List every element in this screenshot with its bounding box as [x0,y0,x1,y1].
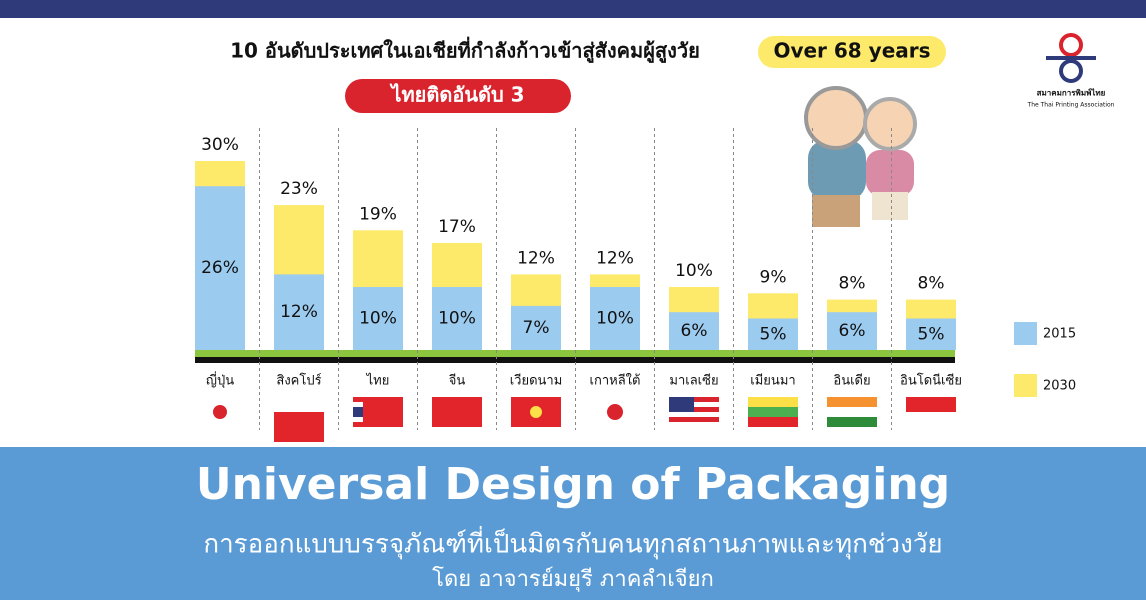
chart-title: 10 อันดับประเทศในเอเชียที่กำลังก้าวเข้าส… [230,36,700,65]
x-tick-label: อินโดนีเซีย [900,373,962,389]
value-label: 23% [280,179,318,199]
flag [669,417,719,422]
flag [530,406,542,418]
x-tick-label: เกาหลีใต้ [590,373,641,389]
value-label: 10% [438,309,476,329]
x-tick-label: มาเลเซีย [669,373,718,389]
flag [748,417,798,427]
badge: Over 68 years [773,39,930,63]
bar [669,312,719,350]
value-label: 8% [918,274,945,294]
badge-bg [758,36,946,68]
x-tick-label: ไทย [366,373,390,389]
logo [1046,33,1096,83]
flag [906,412,956,427]
value-label: 19% [359,204,397,224]
flag [827,397,877,407]
value-label: 10% [359,309,397,329]
x-tick-label: สิงคโปร์ [276,373,321,389]
x-tick-label: จีน [448,373,465,389]
flag [748,397,798,407]
ground [195,350,955,357]
top-strip [0,0,1146,18]
bar [906,318,956,350]
value-label: 12% [596,248,634,268]
value-label: 10% [596,309,634,329]
value-label: 5% [760,324,787,344]
value-label: 5% [918,324,945,344]
legend-swatch [1014,322,1037,345]
legend-swatch [1014,374,1037,397]
bar [748,318,798,350]
subtitle-bg [345,79,571,113]
value-label: 10% [675,261,713,281]
value-label: 30% [201,135,239,155]
value-label: 12% [280,302,318,322]
value-label: 6% [839,321,866,341]
flag [827,417,877,427]
legend-label: 2015 [1043,327,1076,342]
bar [511,305,561,350]
bar [590,287,640,350]
value-label: 6% [681,321,708,341]
flag [748,407,798,417]
baseline [195,357,955,363]
bar [432,287,482,350]
banner [0,447,1146,600]
flag [669,397,694,412]
logo-name: สมาคมการพิมพ์ไทย [1037,88,1106,98]
banner-subtitle: การออกแบบบรรจุภัณฑ์ที่เป็นมิตรกับคนทุกสถ… [203,526,942,560]
x-tick-label: อินเดีย [833,373,870,389]
flag [274,412,324,442]
subtitle: ไทยติดอันดับ 3 [389,83,524,107]
value-label: 12% [517,248,555,268]
banner-title: Universal Design of Packaging [196,459,950,510]
illustration [804,86,917,227]
x-tick-label: เวียดนาม [510,373,563,389]
x-tick-label: ญี่ปุ่น [206,372,234,389]
flag [353,407,363,417]
x-tick-label: เมียนมา [750,373,795,389]
bar [195,186,245,350]
flag [432,397,482,427]
flag [669,412,719,417]
value-label: 8% [839,274,866,294]
value-label: 17% [438,217,476,237]
banner-author: โดย อาจารย์มยุรี ภาคลำเจียก [432,566,714,592]
legend-label: 2030 [1043,379,1076,394]
value-label: 26% [201,258,239,278]
bar [827,312,877,350]
value-label: 9% [760,267,787,287]
bar [353,287,403,350]
flag [607,404,623,420]
bar [274,274,324,350]
flag [906,397,956,412]
flag [827,407,877,417]
logo-subname: The Thai Printing Association [1027,102,1115,109]
flag [669,422,719,427]
flag [213,405,227,419]
value-label: 7% [523,318,550,338]
